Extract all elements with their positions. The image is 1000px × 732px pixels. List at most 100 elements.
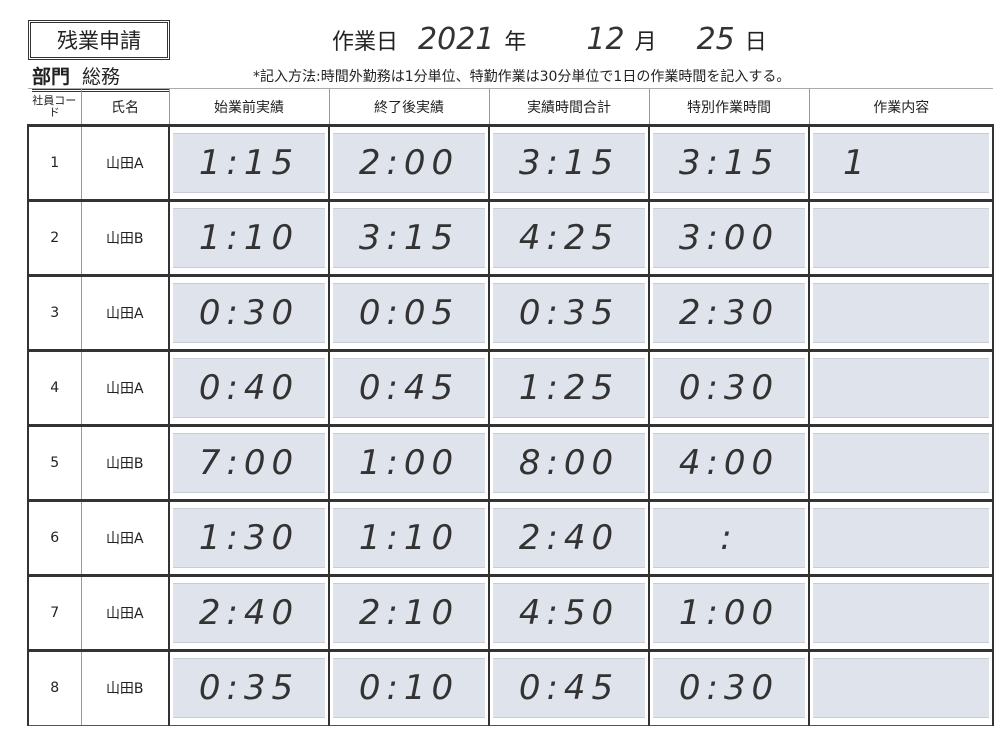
employee-name: 山田A [81, 349, 170, 426]
after-input[interactable]: 0:05 [333, 283, 485, 343]
special-input[interactable]: 0:30 [653, 358, 805, 418]
after-input[interactable]: 2:10 [333, 583, 485, 643]
after-input[interactable]: 3:15 [333, 208, 485, 268]
instructions-note: *記入方法:時間外勤務は1分単位、特勤作業は30分単位で1日の作業時間を記入する… [253, 69, 791, 85]
before-input[interactable]: 1:10 [173, 208, 325, 268]
cell-total: 4:25 [488, 199, 650, 276]
month-unit: 月 [634, 30, 657, 55]
after-input[interactable]: 0:45 [333, 358, 485, 418]
cell-before: 2:40 [168, 574, 330, 651]
content-input[interactable] [813, 658, 989, 719]
special-input[interactable]: 3:00 [653, 208, 805, 268]
cell-before: 0:35 [168, 649, 330, 726]
content-input[interactable]: 1 [813, 133, 989, 193]
col-name: 氏名 [80, 88, 169, 127]
before-input[interactable]: 1:30 [173, 508, 325, 568]
before-input[interactable]: 2:40 [173, 583, 325, 643]
cell-total: 1:25 [488, 349, 650, 426]
total-input[interactable]: 3:15 [493, 133, 645, 193]
cell-content [808, 499, 994, 576]
dept-label: 部門 [32, 66, 71, 88]
table-row: 1 山田A 1:15 2:00 3:15 3:15 1 [27, 124, 994, 201]
special-input[interactable]: 0:30 [653, 658, 805, 719]
after-input[interactable]: 0:10 [333, 658, 485, 719]
table-row: 8 山田B 0:35 0:10 0:45 0:30 [27, 649, 994, 726]
content-input[interactable] [813, 508, 989, 568]
employee-name: 山田A [81, 124, 170, 201]
cell-content [808, 424, 994, 501]
content-input[interactable] [813, 358, 989, 418]
employee-code: 6 [27, 499, 82, 576]
employee-name: 山田A [81, 274, 170, 351]
overtime-table: 社員コード 氏名 始業前実績 終了後実績 実績時間合計 特別作業時間 作業内容 … [27, 88, 994, 726]
before-input[interactable]: 1:15 [173, 133, 325, 193]
cell-special: 1:00 [648, 574, 810, 651]
after-input[interactable]: 1:00 [333, 433, 485, 493]
employee-name: 山田B [81, 199, 170, 276]
year-value[interactable]: 2021 [418, 22, 495, 57]
col-content: 作業内容 [808, 88, 993, 127]
employee-code: 7 [27, 574, 82, 651]
cell-before: 0:40 [168, 349, 330, 426]
cell-content [808, 574, 994, 651]
special-input[interactable]: 4:00 [653, 433, 805, 493]
date-label: 作業日 [332, 30, 399, 55]
total-input[interactable]: 4:25 [493, 208, 645, 268]
col-after: 終了後実績 [328, 88, 489, 127]
cell-content [808, 349, 994, 426]
special-input[interactable]: 3:15 [653, 133, 805, 193]
cell-after: 1:10 [328, 499, 490, 576]
cell-after: 3:15 [328, 199, 490, 276]
col-total: 実績時間合計 [488, 88, 649, 127]
cell-total: 2:40 [488, 499, 650, 576]
content-input[interactable] [813, 208, 989, 268]
cell-special: : [648, 499, 810, 576]
employee-code: 2 [27, 199, 82, 276]
cell-before: 1:15 [168, 124, 330, 201]
year-unit: 年 [504, 30, 527, 55]
special-input[interactable]: 1:00 [653, 583, 805, 643]
table-row: 3 山田A 0:30 0:05 0:35 2:30 [27, 274, 994, 351]
cell-after: 1:00 [328, 424, 490, 501]
cell-after: 2:00 [328, 124, 490, 201]
cell-special: 4:00 [648, 424, 810, 501]
employee-name: 山田A [81, 499, 170, 576]
day-value[interactable]: 25 [696, 22, 735, 57]
cell-total: 8:00 [488, 424, 650, 501]
content-input[interactable] [813, 433, 989, 493]
total-input[interactable]: 0:35 [493, 283, 645, 343]
cell-after: 0:05 [328, 274, 490, 351]
total-input[interactable]: 1:25 [493, 358, 645, 418]
cell-total: 3:15 [488, 124, 650, 201]
dept-value: 総務 [82, 66, 121, 88]
col-before: 始業前実績 [168, 88, 329, 127]
cell-content: 1 [808, 124, 994, 201]
total-input[interactable]: 4:50 [493, 583, 645, 643]
month-value[interactable]: 12 [586, 22, 625, 57]
cell-after: 0:45 [328, 349, 490, 426]
total-input[interactable]: 0:45 [493, 658, 645, 719]
before-input[interactable]: 0:40 [173, 358, 325, 418]
content-input[interactable] [813, 283, 989, 343]
total-input[interactable]: 8:00 [493, 433, 645, 493]
before-input[interactable]: 0:30 [173, 283, 325, 343]
cell-total: 0:45 [488, 649, 650, 726]
content-input[interactable] [813, 583, 989, 643]
table-row: 6 山田A 1:30 1:10 2:40: [27, 499, 994, 576]
total-input[interactable]: 2:40 [493, 508, 645, 568]
day-unit: 日 [744, 30, 767, 55]
before-input[interactable]: 0:35 [173, 658, 325, 719]
col-special: 特別作業時間 [648, 88, 809, 127]
work-date: 作業日 2021 年 12 月 25 日 [332, 22, 767, 57]
cell-content [808, 274, 994, 351]
before-input[interactable]: 7:00 [173, 433, 325, 493]
table-row: 2 山田B 1:10 3:15 4:25 3:00 [27, 199, 994, 276]
cell-before: 1:30 [168, 499, 330, 576]
special-input[interactable]: : [653, 508, 805, 568]
cell-before: 7:00 [168, 424, 330, 501]
after-input[interactable]: 2:00 [333, 133, 485, 193]
cell-total: 0:35 [488, 274, 650, 351]
cell-content [808, 199, 994, 276]
after-input[interactable]: 1:10 [333, 508, 485, 568]
special-input[interactable]: 2:30 [653, 283, 805, 343]
